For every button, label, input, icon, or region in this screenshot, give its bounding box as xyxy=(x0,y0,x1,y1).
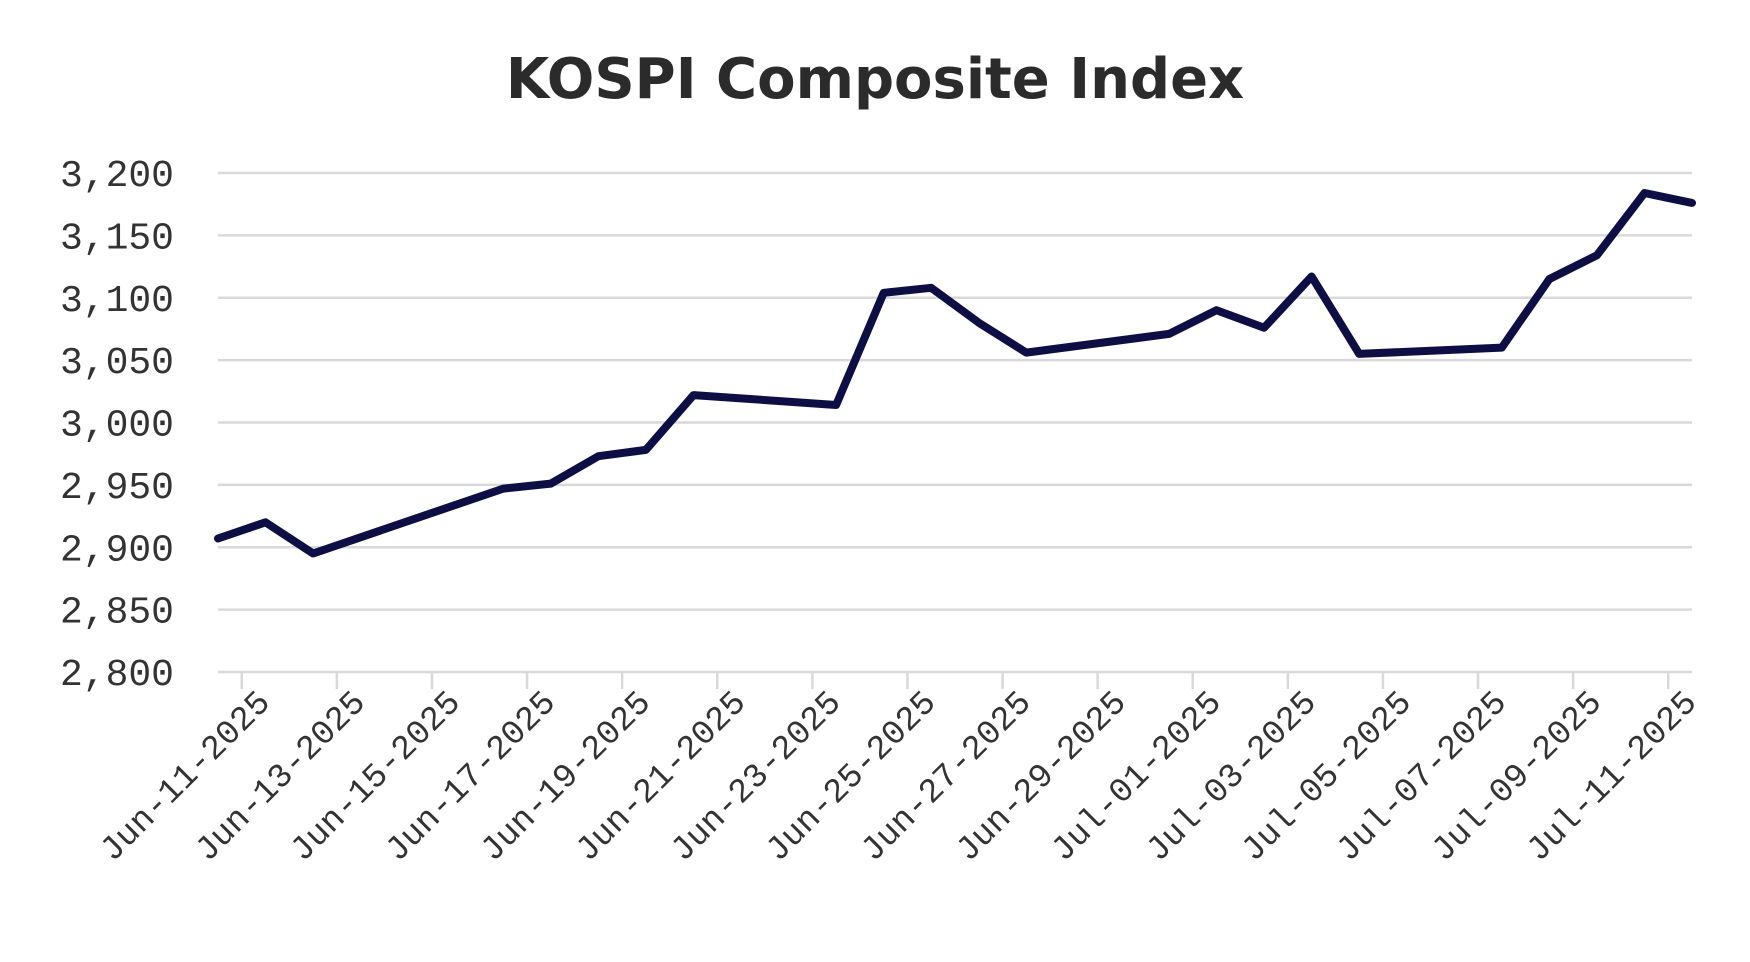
x-tick-label: Jul-09-2025 xyxy=(1425,685,1611,871)
x-tick-label: Jul-01-2025 xyxy=(1045,685,1231,871)
x-axis: Jun-11-2025Jun-13-2025Jun-15-2025Jun-17-… xyxy=(94,670,1706,871)
x-tick-label: Jun-11-2025 xyxy=(94,685,280,871)
x-tick-label: Jun-29-2025 xyxy=(950,685,1136,871)
y-tick-label: 3,200 xyxy=(60,155,174,198)
x-tick-label: Jun-19-2025 xyxy=(474,685,660,871)
y-tick-label: 3,000 xyxy=(60,405,174,448)
x-tick-label: Jun-17-2025 xyxy=(379,685,565,871)
y-tick-label: 2,900 xyxy=(60,529,174,572)
x-tick-label: Jun-25-2025 xyxy=(759,685,945,871)
x-tick-label: Jul-03-2025 xyxy=(1140,685,1326,871)
grid-lines xyxy=(218,171,1692,611)
x-tick-label: Jul-11-2025 xyxy=(1520,685,1706,871)
chart-title: KOSPI Composite Index xyxy=(506,47,1244,112)
y-tick-label: 2,800 xyxy=(60,654,174,697)
series-layer xyxy=(214,189,1696,558)
x-tick-label: Jun-23-2025 xyxy=(664,685,850,871)
y-tick-label: 3,100 xyxy=(60,280,174,323)
x-tick-label: Jun-15-2025 xyxy=(284,685,470,871)
y-tick-label: 3,050 xyxy=(60,342,174,385)
y-tick-label: 3,150 xyxy=(60,217,174,260)
y-axis: 2,800 2,850 2,900 2,950 3,000 3,050 3,100 3,150… xyxy=(60,155,174,697)
y-tick-label: 2,850 xyxy=(60,592,174,635)
series-line xyxy=(214,189,1696,558)
y-tick-label: 2,950 xyxy=(60,467,174,510)
x-tick-label: Jun-13-2025 xyxy=(189,685,375,871)
x-tick-label: Jun-21-2025 xyxy=(569,685,755,871)
x-tick-label: Jul-07-2025 xyxy=(1330,685,1516,871)
x-tick-label: Jun-27-2025 xyxy=(855,685,1041,871)
x-tick-label: Jul-05-2025 xyxy=(1235,685,1421,871)
